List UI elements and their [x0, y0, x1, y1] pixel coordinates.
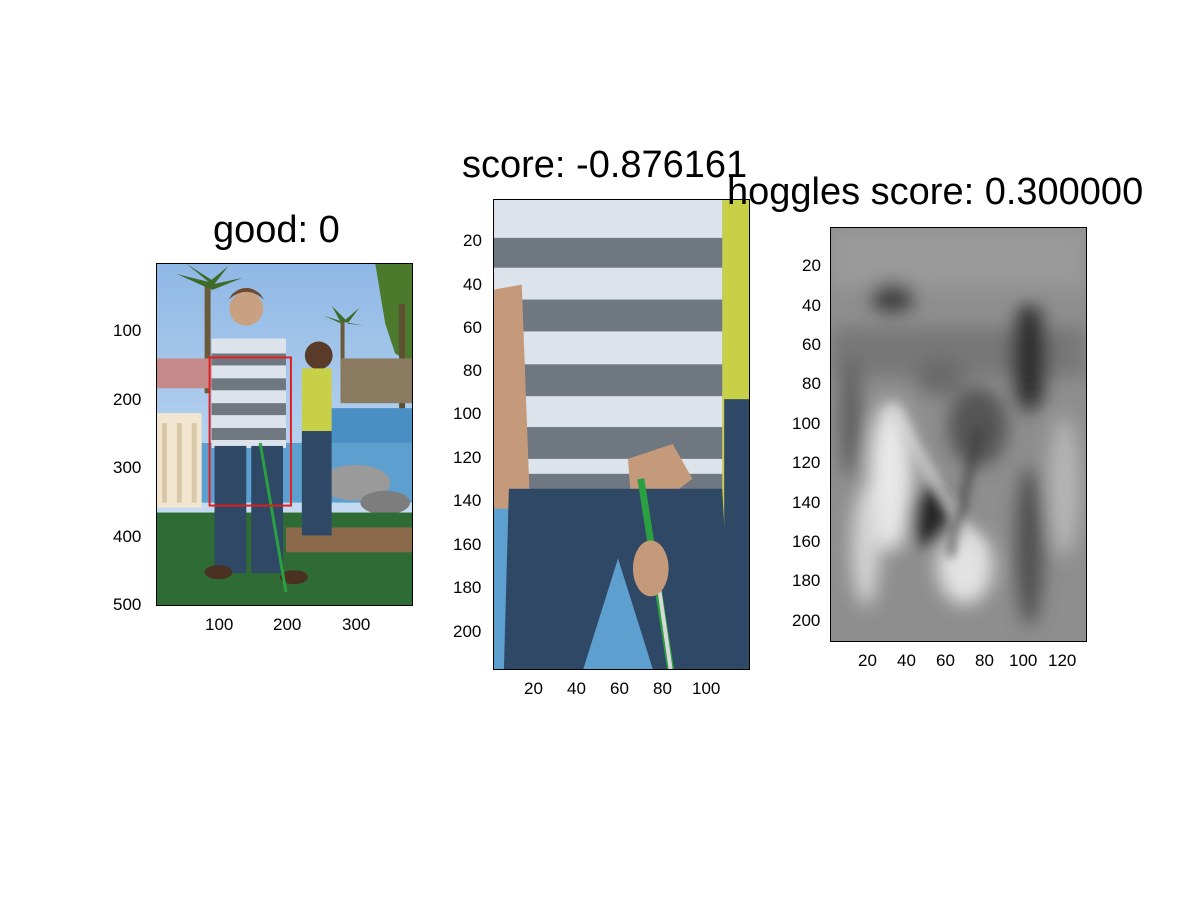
y-tick: 160 [453, 535, 482, 554]
y-tick: 140 [453, 491, 482, 510]
y-tick: 500 [113, 595, 142, 614]
y-tick: 20 [463, 231, 482, 250]
y-tick: 60 [463, 318, 482, 337]
y-tick: 40 [802, 296, 821, 315]
y-tick: 100 [113, 321, 142, 340]
y-tick: 140 [792, 493, 821, 512]
y-tick: 100 [792, 414, 821, 433]
y-tick: 120 [792, 453, 821, 472]
y-tick: 40 [463, 275, 482, 294]
y-tick: 80 [463, 361, 482, 380]
x-tick: 40 [567, 679, 586, 698]
crop-illustration [494, 200, 749, 669]
x-tick: 80 [653, 679, 672, 698]
x-tick: 20 [858, 651, 877, 670]
y-tick: 80 [802, 374, 821, 393]
x-tick: 300 [342, 615, 371, 634]
detection-box [208, 356, 292, 507]
y-tick: 200 [453, 622, 482, 641]
x-tick: 100 [692, 679, 721, 698]
x-tick: 20 [524, 679, 543, 698]
y-tick: 100 [453, 404, 482, 423]
y-tick: 300 [113, 458, 142, 477]
x-tick: 200 [273, 615, 302, 634]
x-tick: 80 [975, 651, 994, 670]
scene-illustration [157, 264, 412, 605]
y-tick: 400 [113, 527, 142, 546]
y-tick: 200 [792, 611, 821, 630]
y-tick: 180 [453, 578, 482, 597]
y-tick: 120 [453, 448, 482, 467]
panel-title: good: 0 [213, 209, 340, 251]
hoggles-illustration [831, 228, 1086, 641]
hoggles-image [830, 227, 1087, 642]
panel-title: score: -0.876161 [462, 144, 748, 186]
x-tick: 120 [1048, 651, 1077, 670]
x-tick: 40 [897, 651, 916, 670]
cropped-photo [493, 199, 750, 670]
y-tick: 180 [792, 571, 821, 590]
full-scene-photo [156, 263, 413, 606]
y-tick: 200 [113, 390, 142, 409]
panel-title: hoggles score: 0.300000 [727, 171, 1144, 213]
x-tick: 100 [1009, 651, 1038, 670]
x-tick: 100 [205, 615, 234, 634]
y-tick: 20 [802, 256, 821, 275]
x-tick: 60 [936, 651, 955, 670]
x-tick: 60 [610, 679, 629, 698]
y-tick: 60 [802, 335, 821, 354]
y-tick: 160 [792, 532, 821, 551]
